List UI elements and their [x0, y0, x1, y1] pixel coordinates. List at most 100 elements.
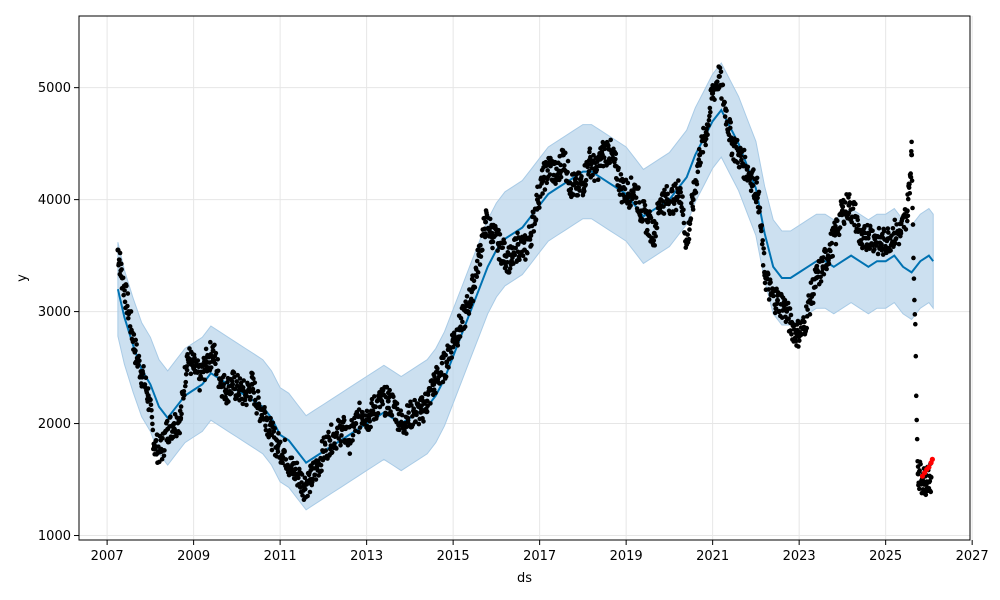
- observed-point: [229, 390, 234, 396]
- observed-point: [821, 271, 827, 277]
- x-tick-label: 2021: [696, 549, 729, 564]
- observed-point: [670, 211, 676, 216]
- observed-point: [734, 137, 740, 143]
- observed-point: [753, 199, 759, 205]
- observed-point: [633, 200, 639, 206]
- observed-point: [681, 220, 687, 226]
- observed-point: [745, 164, 751, 170]
- observed-point: [647, 209, 652, 214]
- observed-point: [359, 409, 365, 415]
- observed-point: [312, 472, 318, 478]
- x-tick-label: 2015: [437, 549, 470, 564]
- observed-point: [183, 379, 189, 385]
- observed-point: [748, 188, 754, 194]
- observed-point: [738, 145, 743, 151]
- observed-point: [687, 227, 692, 232]
- observed-point: [898, 228, 904, 234]
- observed-point: [826, 261, 832, 267]
- observed-point: [789, 332, 794, 337]
- observed-point: [641, 199, 647, 204]
- observed-point: [927, 478, 933, 484]
- observed-point: [136, 362, 141, 368]
- observed-point: [735, 160, 740, 165]
- observed-point: [272, 426, 278, 431]
- observed-point: [289, 455, 295, 461]
- observed-point: [774, 286, 779, 292]
- observed-point: [230, 381, 236, 387]
- observed-point: [122, 299, 128, 305]
- observed-point: [904, 208, 910, 214]
- observed-point: [140, 371, 146, 376]
- observed-point: [712, 97, 717, 102]
- observed-point: [255, 388, 261, 394]
- observed-point: [150, 421, 155, 427]
- observed-point: [704, 126, 709, 132]
- x-tick-label: 2019: [610, 549, 643, 564]
- observed-point: [823, 249, 829, 254]
- observed-point: [134, 342, 139, 347]
- observed-point: [512, 252, 518, 258]
- observed-point: [680, 194, 685, 199]
- observed-point: [455, 343, 461, 348]
- observed-point: [386, 405, 392, 411]
- observed-point: [708, 109, 713, 115]
- observed-point: [628, 175, 634, 180]
- observed-point: [389, 413, 395, 418]
- observed-point: [547, 163, 553, 169]
- observed-point: [707, 113, 712, 119]
- observed-point: [179, 411, 184, 417]
- observed-point: [703, 142, 708, 148]
- observed-point: [368, 424, 373, 430]
- observed-point: [475, 270, 481, 275]
- observed-point: [761, 250, 767, 256]
- observed-point: [218, 378, 224, 384]
- observed-point: [120, 275, 126, 281]
- observed-point: [703, 136, 709, 142]
- observed-point: [183, 372, 189, 377]
- observed-point: [477, 262, 483, 267]
- observed-point: [449, 355, 455, 360]
- observed-point: [241, 378, 246, 383]
- observed-point: [602, 146, 607, 152]
- observed-point: [913, 353, 919, 359]
- observed-point: [622, 186, 628, 192]
- observed-point: [755, 195, 760, 201]
- observed-point: [706, 123, 711, 128]
- observed-point: [319, 468, 324, 474]
- observed-point: [267, 428, 272, 433]
- observed-point: [653, 233, 658, 239]
- observed-point: [380, 401, 385, 407]
- observed-point: [613, 151, 619, 157]
- observed-point: [850, 206, 856, 211]
- observed-point: [579, 174, 584, 179]
- observed-point: [688, 216, 694, 221]
- observed-point: [853, 201, 858, 207]
- observed-point: [269, 442, 274, 447]
- observed-point: [487, 216, 493, 222]
- observed-point: [132, 348, 138, 354]
- forecast-line: [116, 108, 934, 465]
- observed-point: [121, 292, 126, 298]
- observed-point: [772, 310, 778, 316]
- observed-point: [414, 412, 419, 418]
- observed-point: [125, 291, 131, 296]
- observed-point: [483, 219, 489, 225]
- observed-point: [149, 414, 155, 420]
- observed-point: [540, 191, 545, 196]
- observed-point: [892, 240, 898, 246]
- observed-point: [866, 232, 872, 237]
- observed-point: [402, 427, 407, 433]
- observed-point: [520, 253, 526, 259]
- observed-point: [215, 368, 221, 374]
- observed-point: [127, 324, 133, 329]
- observed-point: [788, 328, 793, 333]
- y-axis-label: y: [15, 274, 30, 282]
- observed-point: [478, 242, 483, 248]
- observed-point: [576, 170, 582, 176]
- observed-point: [583, 182, 588, 187]
- observed-point: [754, 180, 759, 185]
- observed-point: [796, 344, 801, 349]
- observed-point: [339, 433, 344, 438]
- observed-point: [720, 82, 726, 88]
- observed-point: [466, 311, 472, 316]
